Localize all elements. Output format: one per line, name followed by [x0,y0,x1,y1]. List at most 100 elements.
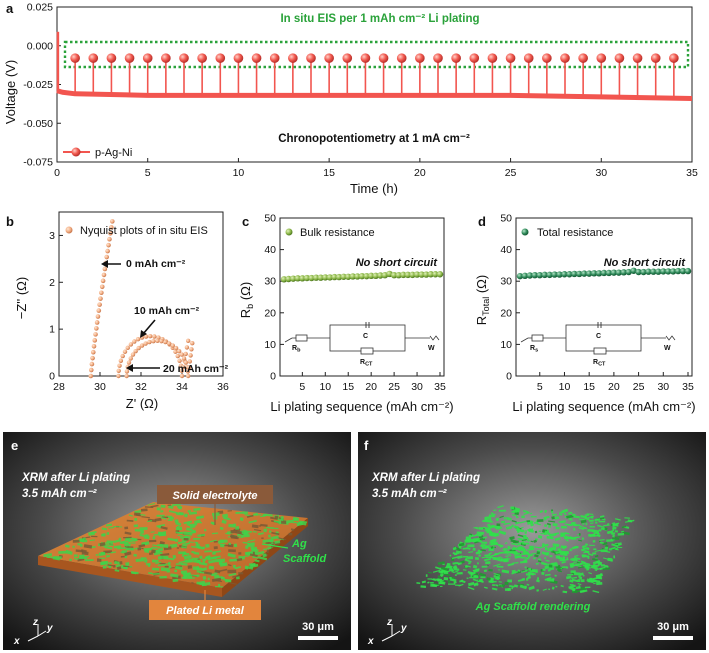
scaffold-fragment [211,532,219,535]
scaffold-render-fragment [537,560,542,563]
scaffold-render-fragment [449,554,452,557]
scaffold-render-fragment [530,515,537,518]
nyquist-point-20 [133,348,138,354]
scaffold-render-fragment [567,573,574,576]
scaffold-render-fragment [564,565,569,569]
scaffold-render-fragment [486,577,491,581]
scaffold-render-fragment [525,557,528,560]
y-axis-c-tick-label: 30 [264,276,276,288]
resistance-point [669,268,677,275]
scaffold-fragment [117,547,127,550]
scaffold-fragment [152,544,158,547]
scaffold-render-fragment [493,509,497,511]
scaffold-render-fragment [535,579,540,583]
scaffold-fragment [199,580,206,586]
scaffold-render-fragment [571,578,579,583]
legend-label-a: p-Ag-Ni [95,147,132,159]
scaffold-render-fragment [477,562,479,565]
nyquist-point-0 [109,225,114,230]
scaffold-render-fragment [589,533,596,538]
scaffold-render-fragment [425,574,428,577]
scaffold-fragment [232,575,239,578]
nyquist-point-20 [159,338,164,344]
scaffold-render-fragment [620,530,624,533]
scaffold-fragment [105,554,110,558]
resistance-point [335,273,343,281]
scaffold-render-fragment [543,523,548,528]
scaffold-fragment [136,538,142,541]
circuit-label-rct-c: RCT [360,359,373,368]
scaffold-render-fragment [448,583,456,585]
nyquist-point-0 [94,326,99,331]
scaffold-fragment [186,527,194,532]
scale-bar-f [653,636,693,640]
eis-spike-marker [469,53,480,63]
y-axis-c: 0 10 20 30 40 50 [264,213,284,383]
scaffold-render-fragment [562,590,568,594]
scaffold-render-fragment [516,555,520,559]
scaffold-render-fragment [527,575,532,580]
scaffold-fragment [147,563,151,567]
scaffold-fragment [124,551,132,557]
scaffold-render-fragment [483,569,488,573]
scaffold-fragment [188,541,194,544]
y-axis-d-tick-label: 20 [500,307,512,319]
scaffold-fragment [114,569,120,572]
scaffold-render-fragment [589,519,594,522]
scaffold-render-fragment [432,578,436,581]
scaffold-fragment [254,559,260,563]
scaffold-render-fragment [513,552,521,556]
scaffold-fragment [229,534,238,539]
scaffold-fragment [129,542,136,544]
scaffold-render-fragment [485,561,491,565]
xrm-subtitle-e: 3.5 mAh cm⁻² [22,488,98,500]
nyquist-point-20 [183,360,189,365]
legend-marker-a [71,147,81,157]
x-axis-b-tick-label: 34 [176,381,188,393]
scaffold-fragment [235,511,243,514]
scaffold-fragment [99,542,106,547]
ag-scaffold-render-label: Ag Scaffold rendering [475,601,591,613]
scaffold-render-fragment [568,517,573,522]
y-axis-c-tick-label: 20 [264,307,276,319]
resistance-point [308,274,315,282]
scaffold-fragment [150,572,153,574]
scaffold-render-fragment [573,527,576,531]
scaffold-render-fragment [488,552,493,555]
scaffold-render-fragment [485,556,492,558]
scaffold-render-fragment [607,557,613,562]
scaffold-fragment [209,539,217,543]
y-axis-c-tick-label: 10 [264,339,276,351]
scaffold-render-fragment [560,520,566,524]
x-axis-b-tick-label: 30 [94,381,106,393]
eis-spike-marker [433,53,443,63]
scaffold-fragment [108,562,112,565]
scaffold-fragment [115,525,123,528]
x-axis-d-tick-label: 35 [682,381,694,393]
eis-annotation: In situ EIS per 1 mAh cm⁻² Li plating [280,13,479,25]
ag-scaffold-render-f [416,505,635,594]
scaffold-render-fragment [563,536,568,540]
scaffold-render-fragment [571,513,576,516]
scaffold-render-fragment [617,532,625,536]
scaffold-fragment [147,520,153,523]
resistance-point [536,271,543,279]
scaffold-fragment [271,531,280,536]
scaffold-render-fragment [604,546,609,550]
scaffold-render-fragment [588,572,592,575]
scaffold-fragment [261,537,264,539]
scaffold-render-fragment [549,533,557,537]
scaffold-render-fragment [517,521,520,524]
nyquist-point-0 [88,367,94,373]
scaffold-render-fragment [602,567,611,571]
scaffold-fragment [176,547,180,549]
scaffold-render-fragment [527,557,530,560]
nyquist-point-0 [104,254,109,260]
eis-spike-marker [378,53,389,63]
scaffold-fragment [249,553,258,558]
scaffold-render-fragment [614,530,619,533]
scaffold-render-fragment [469,576,474,579]
scaffold-render-fragment [496,523,501,527]
y-axis-a: 0.025 0.000 -0.025 -0.050 -0.075 [23,2,61,169]
nyquist-point-0 [106,242,111,248]
